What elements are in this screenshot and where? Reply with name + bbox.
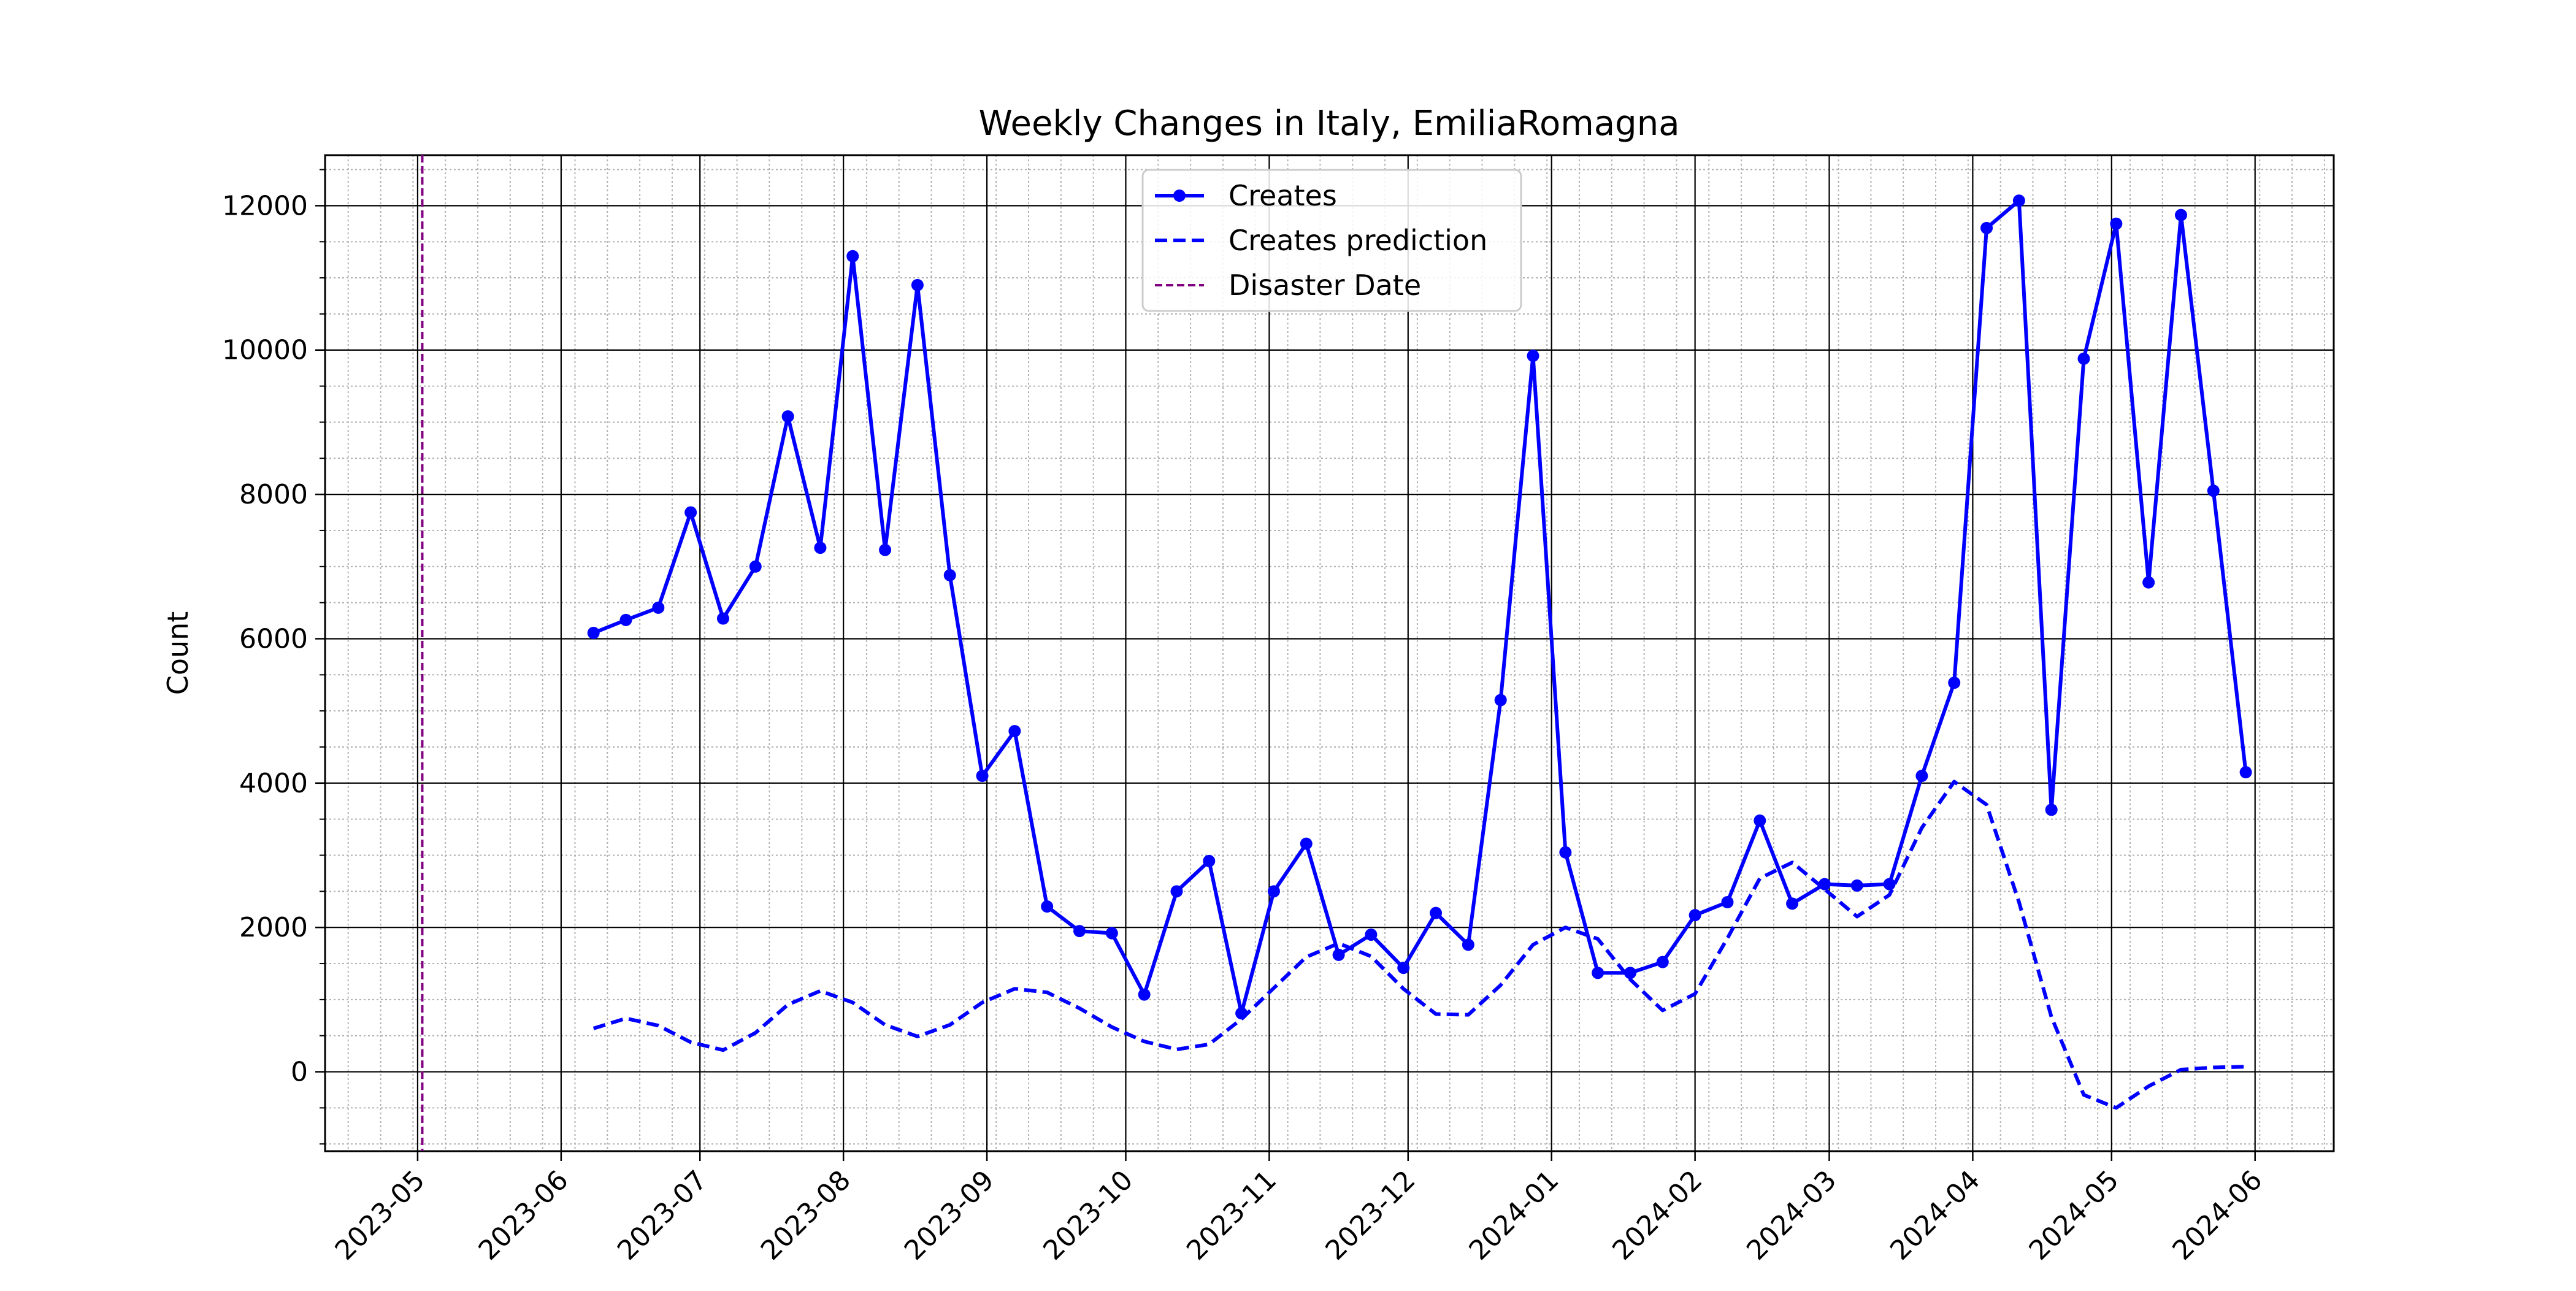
creates-point — [1559, 846, 1572, 859]
y-tick-label: 12000 — [222, 190, 308, 221]
creates-point — [781, 410, 794, 423]
creates-point — [1073, 925, 1086, 938]
creates-point — [2142, 576, 2155, 589]
creates-point — [1527, 350, 1539, 362]
creates-point — [1397, 962, 1410, 975]
creates-point — [1332, 948, 1345, 961]
plot-frame — [324, 154, 2335, 1152]
y-tick-label: 8000 — [239, 479, 308, 510]
y-tick-label: 4000 — [239, 768, 308, 799]
creates-line — [592, 199, 2248, 1016]
y-tick-label: 0 — [291, 1057, 308, 1088]
plot-area — [421, 155, 2252, 1151]
legend-box — [1141, 169, 1522, 312]
creates-point — [684, 506, 697, 519]
creates-point — [879, 543, 892, 556]
creates-point — [1656, 956, 1669, 968]
creates-point — [1948, 676, 1961, 689]
legend-label: Disaster Date — [1229, 269, 1421, 302]
grid — [325, 155, 2334, 1151]
creates-point — [2174, 209, 2187, 221]
creates-prediction-line — [592, 780, 2246, 1110]
creates-point — [652, 601, 665, 614]
y-tick-label: 10000 — [222, 335, 308, 366]
creates-point — [1980, 221, 1993, 234]
creates-point — [1105, 927, 1118, 940]
creates-point — [846, 250, 859, 262]
creates-point — [2207, 485, 2220, 497]
creates-point — [911, 278, 924, 291]
creates-point — [814, 542, 827, 554]
legend-marker-creates — [1173, 190, 1186, 202]
creates-point — [1689, 909, 1701, 922]
creates-point — [943, 569, 956, 581]
creates-point — [2077, 352, 2090, 365]
creates-point — [1203, 854, 1216, 867]
legend-label: Creates prediction — [1229, 224, 1487, 257]
creates-point — [2239, 766, 2252, 779]
creates-point — [716, 612, 729, 625]
creates-point — [1365, 928, 1378, 941]
creates-point — [587, 627, 600, 640]
creates-point — [1818, 878, 1831, 891]
creates-point — [2110, 217, 2123, 230]
creates-point — [1592, 967, 1604, 979]
creates-point — [2045, 803, 2058, 816]
creates-point — [1754, 814, 1766, 827]
creates-point — [1721, 896, 1734, 908]
creates-point — [1850, 879, 1863, 892]
creates-point — [1430, 906, 1443, 919]
creates-point — [749, 560, 762, 573]
creates-point — [1623, 967, 1636, 979]
legend-label: Creates — [1229, 179, 1337, 212]
creates-point — [1008, 725, 1021, 738]
creates-point — [1786, 897, 1799, 910]
creates-point — [1883, 878, 1896, 891]
creates-point — [1915, 770, 1928, 783]
creates-point — [1494, 694, 1507, 707]
creates-point — [619, 613, 632, 626]
legend: Creates Creates prediction Disaster Date — [1141, 169, 1522, 312]
creates-point — [976, 770, 989, 783]
creates-point — [1138, 988, 1151, 1001]
creates-point — [1462, 938, 1474, 951]
chart-title: Weekly Changes in Italy, EmiliaRomagna — [978, 104, 1679, 144]
creates-point — [1300, 837, 1313, 850]
creates-point — [2012, 194, 2025, 207]
creates-point — [1170, 885, 1183, 898]
creates-point — [1267, 885, 1280, 898]
y-tick-label: 2000 — [239, 912, 308, 943]
y-tick-label: 6000 — [239, 623, 308, 654]
creates-point — [1041, 900, 1054, 913]
y-axis-label: Count — [161, 611, 194, 695]
